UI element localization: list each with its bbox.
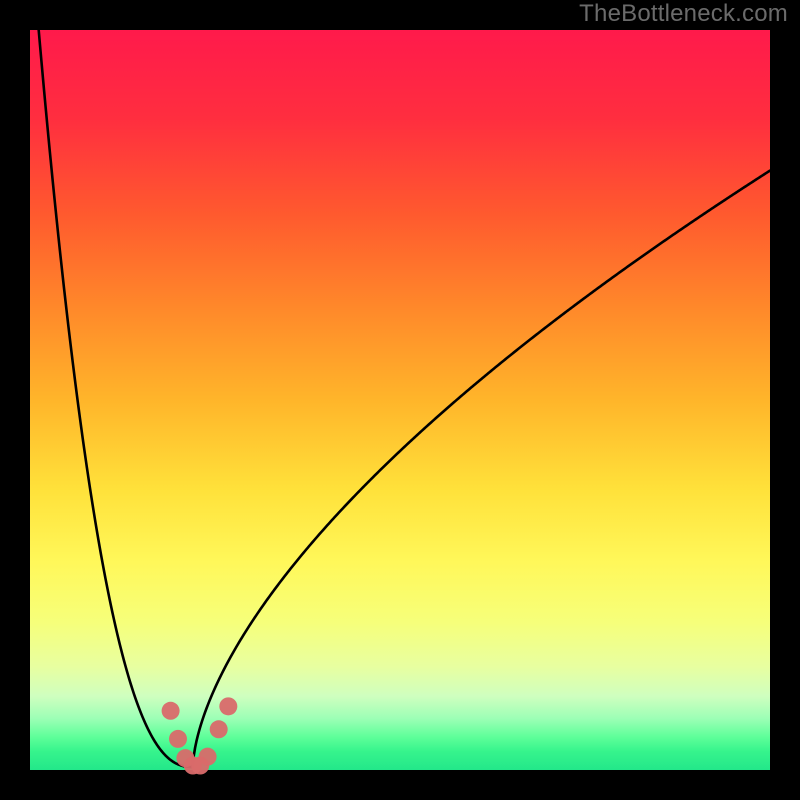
- valley-marker: [169, 730, 187, 748]
- valley-marker: [162, 702, 180, 720]
- chart-plot-background: [30, 30, 770, 770]
- valley-marker: [210, 720, 228, 738]
- bottleneck-chart: [0, 0, 800, 800]
- valley-marker: [219, 697, 237, 715]
- watermark-text: TheBottleneck.com: [579, 0, 788, 28]
- valley-marker: [199, 748, 217, 766]
